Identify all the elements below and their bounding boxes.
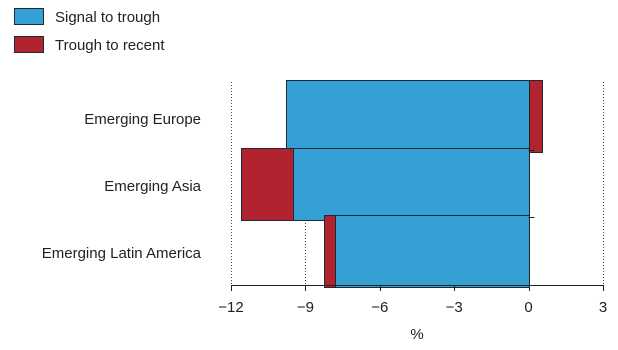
x-ticks: −12 −9 −6 −3 0 3 xyxy=(218,285,607,316)
legend-item-signal-to-trough: Signal to trough xyxy=(14,8,160,26)
category-label-emerging-asia: Emerging Asia xyxy=(104,178,201,195)
zero-axis xyxy=(528,82,535,285)
x-axis-title: % xyxy=(410,326,423,343)
legend-swatch-signal-to-trough xyxy=(14,8,44,25)
x-tick-label-minus-12: −12 xyxy=(218,299,243,316)
category-label-emerging-latin-america: Emerging Latin America xyxy=(42,245,202,262)
bar-emerging-asia-trough-to-recent xyxy=(241,148,294,221)
bar-emerging-asia-signal-to-trough xyxy=(293,148,530,221)
plot-area xyxy=(231,80,604,288)
x-tick-label-minus-9: −9 xyxy=(297,299,314,316)
bar-emerging-latin-america-trough-to-recent xyxy=(324,215,336,288)
legend-label-signal-to-trough: Signal to trough xyxy=(55,9,160,26)
x-tick-label-minus-6: −6 xyxy=(371,299,388,316)
bars xyxy=(241,80,543,288)
x-tick-label-minus-3: −3 xyxy=(446,299,463,316)
bar-emerging-europe-signal-to-trough xyxy=(286,80,530,153)
legend-swatch-trough-to-recent xyxy=(14,36,44,53)
x-tick-label-0: 0 xyxy=(524,299,532,316)
legend: Signal to trough Trough to recent xyxy=(14,8,165,54)
legend-item-trough-to-recent: Trough to recent xyxy=(14,36,165,54)
x-axis: −12 −9 −6 −3 0 3 % xyxy=(218,285,607,343)
category-label-emerging-europe: Emerging Europe xyxy=(84,111,201,128)
bar-emerging-europe-trough-to-recent xyxy=(529,80,543,153)
y-axis: Emerging Europe Emerging Asia Emerging L… xyxy=(42,111,202,262)
legend-label-trough-to-recent: Trough to recent xyxy=(55,37,165,54)
bar-emerging-latin-america-signal-to-trough xyxy=(335,215,530,288)
x-tick-label-3: 3 xyxy=(599,299,607,316)
